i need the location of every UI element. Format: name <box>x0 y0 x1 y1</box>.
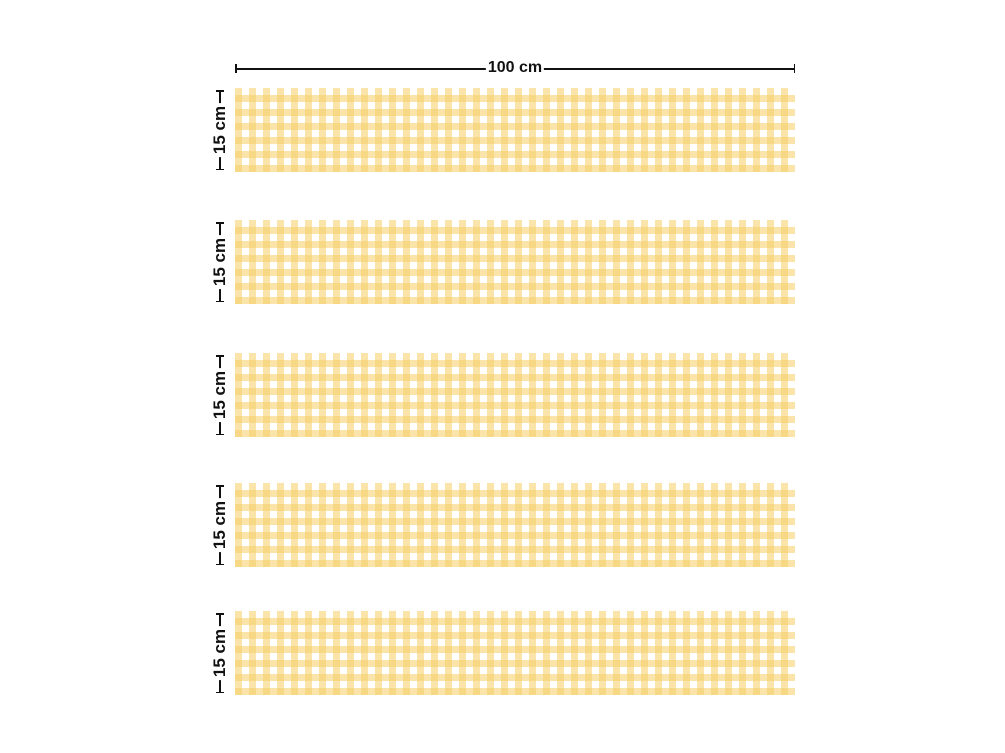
dimension-tick <box>216 355 224 357</box>
height-label: 15 cm <box>210 234 229 290</box>
fabric-strip <box>235 611 795 695</box>
height-label: 15 cm <box>210 625 229 681</box>
dimension-tick <box>216 613 224 615</box>
height-dimension: 15 cm <box>210 88 229 172</box>
fabric-strip <box>235 220 795 304</box>
dimension-tick <box>216 222 224 224</box>
fabric-strip <box>235 353 795 437</box>
dimension-tick <box>216 90 224 92</box>
height-label: 15 cm <box>210 102 229 158</box>
dimension-tick <box>216 691 224 693</box>
dimension-tick <box>216 563 224 565</box>
dimension-tick <box>216 485 224 487</box>
dimension-tick <box>216 168 224 170</box>
fabric-strip <box>235 483 795 567</box>
width-dimension: 100 cm <box>235 59 795 77</box>
dimension-tick <box>793 64 795 73</box>
dimension-tick <box>216 433 224 435</box>
height-dimension: 15 cm <box>210 220 229 304</box>
height-dimension: 15 cm <box>210 353 229 437</box>
dimension-tick <box>216 300 224 302</box>
height-label: 15 cm <box>210 367 229 423</box>
width-label: 100 cm <box>485 59 545 77</box>
fabric-strip <box>235 88 795 172</box>
dimension-tick <box>235 64 237 73</box>
height-dimension: 15 cm <box>210 611 229 695</box>
height-label: 15 cm <box>210 497 229 553</box>
height-dimension: 15 cm <box>210 483 229 567</box>
